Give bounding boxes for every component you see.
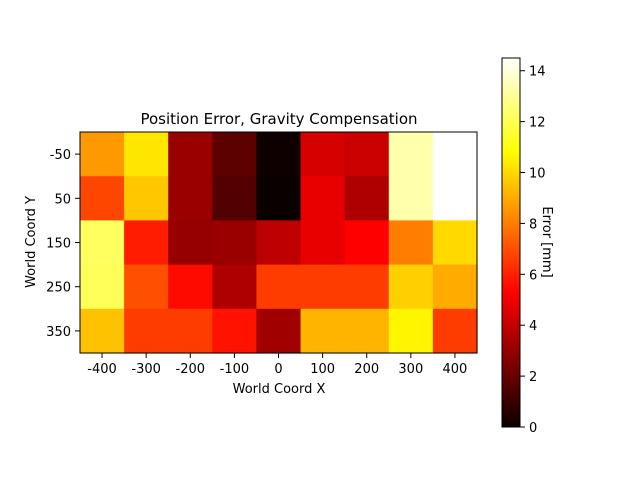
heatmap-cell bbox=[301, 265, 346, 310]
heatmap-cell bbox=[256, 309, 301, 354]
heatmap-cell bbox=[80, 220, 125, 265]
heatmap-cell bbox=[80, 176, 125, 221]
heatmap-cell bbox=[256, 132, 301, 177]
heatmap-cell bbox=[433, 309, 478, 354]
x-tick-label: 100 bbox=[310, 362, 335, 377]
heatmap-cell bbox=[212, 309, 257, 354]
heatmap-cell bbox=[124, 132, 169, 177]
heatmap-cell bbox=[256, 265, 301, 310]
y-tick-label: 250 bbox=[46, 281, 71, 296]
colorbar-label: Error [mm] bbox=[539, 206, 554, 277]
heatmap-cell bbox=[433, 132, 478, 177]
heatmap-cell bbox=[301, 132, 346, 177]
heatmap-cell bbox=[345, 176, 390, 221]
y-tick-label: 50 bbox=[54, 192, 71, 207]
heatmap-cell bbox=[345, 132, 390, 177]
x-tick-label: 200 bbox=[354, 362, 379, 377]
x-tick-label: -100 bbox=[220, 362, 250, 377]
colorbar-tick-label: 2 bbox=[529, 370, 537, 385]
heatmap-cell bbox=[301, 176, 346, 221]
heatmap-cell bbox=[212, 132, 257, 177]
heatmap-cell bbox=[212, 265, 257, 310]
heatmap-cell bbox=[301, 309, 346, 354]
heatmap-cell bbox=[256, 176, 301, 221]
x-tick-label: -200 bbox=[176, 362, 206, 377]
heatmap-cell bbox=[256, 220, 301, 265]
x-tick-label: -400 bbox=[87, 362, 117, 377]
colorbar-tick-label: 4 bbox=[529, 319, 537, 334]
colorbar-tick-label: 10 bbox=[529, 167, 546, 182]
y-tick-label: 150 bbox=[46, 237, 71, 252]
heatmap-cell bbox=[389, 220, 434, 265]
heatmap-cell bbox=[389, 176, 434, 221]
x-tick-label: 400 bbox=[443, 362, 468, 377]
heatmap-cell bbox=[389, 132, 434, 177]
colorbar-tick-label: 0 bbox=[529, 421, 537, 436]
heatmap-cell bbox=[124, 220, 169, 265]
heatmap-cell bbox=[345, 265, 390, 310]
heatmap-cell bbox=[124, 265, 169, 310]
heatmap-cell bbox=[389, 265, 434, 310]
heatmap-cells bbox=[80, 132, 478, 354]
y-tick-label: -50 bbox=[50, 148, 71, 163]
heatmap-cell bbox=[433, 265, 478, 310]
heatmap-cell bbox=[168, 265, 213, 310]
colorbar-tick-label: 8 bbox=[529, 217, 537, 232]
chart-title: Position Error, Gravity Compensation bbox=[140, 110, 417, 128]
y-axis-label: World Coord Y bbox=[24, 196, 39, 288]
y-axis-ticks: -50 50 150 250 350 bbox=[46, 148, 80, 340]
x-axis-ticks: -400 -300 -200 -100 0 100 200 300 400 bbox=[87, 353, 467, 377]
heatmap-cell bbox=[433, 220, 478, 265]
heatmap-cell bbox=[80, 309, 125, 354]
heatmap-cell bbox=[80, 132, 125, 177]
heatmap-cell bbox=[301, 220, 346, 265]
colorbar-tick-label: 6 bbox=[529, 268, 537, 283]
heatmap-cell bbox=[124, 309, 169, 354]
colorbar-tick-label: 14 bbox=[529, 65, 546, 80]
heatmap-cell bbox=[168, 132, 213, 177]
heatmap-cell bbox=[168, 220, 213, 265]
heatmap-cell bbox=[124, 176, 169, 221]
colorbar-tick-label: 12 bbox=[529, 116, 546, 131]
heatmap-cell bbox=[80, 265, 125, 310]
heatmap-cell bbox=[433, 176, 478, 221]
x-tick-label: 300 bbox=[398, 362, 423, 377]
x-tick-label: 0 bbox=[274, 362, 282, 377]
heatmap-cell bbox=[345, 309, 390, 354]
heatmap-cell bbox=[389, 309, 434, 354]
x-axis-label: World Coord X bbox=[233, 382, 326, 397]
heatmap-cell bbox=[168, 176, 213, 221]
heatmap-cell bbox=[345, 220, 390, 265]
y-tick-label: 350 bbox=[46, 325, 71, 340]
heatmap-cell bbox=[212, 220, 257, 265]
heatmap-cell bbox=[212, 176, 257, 221]
heatmap-cell bbox=[168, 309, 213, 354]
colorbar bbox=[502, 58, 520, 427]
x-tick-label: -300 bbox=[131, 362, 161, 377]
